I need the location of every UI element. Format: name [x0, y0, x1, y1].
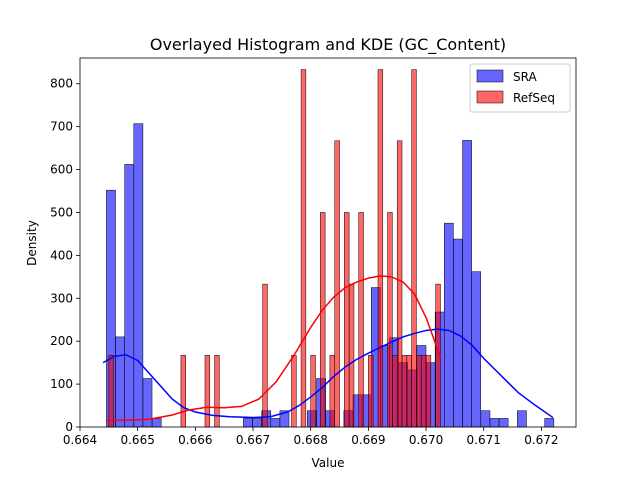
x-tick-label-4: 0.668 [294, 433, 328, 447]
sra-bar-3 [133, 123, 144, 428]
refseq-bar-10 [334, 140, 340, 428]
chart-title: Overlayed Histogram and KDE (GC_Content) [150, 35, 506, 55]
sra-bar-5 [151, 418, 162, 428]
x-tick-label-7: 0.671 [467, 433, 501, 447]
refseq-bar-23 [421, 355, 427, 428]
refseq-bar-20 [406, 355, 412, 428]
y-tick-label-8: 800 [50, 77, 73, 91]
sra-bar-1 [115, 336, 125, 428]
refseq-bar-11 [344, 212, 350, 428]
refseq-bar-4 [262, 283, 268, 428]
refseq-bar-0 [108, 355, 114, 428]
y-tick-label-3: 300 [50, 291, 73, 305]
sra-bar-25 [444, 222, 454, 428]
sra-bar-2 [124, 164, 135, 428]
refseq-bar-17 [392, 355, 398, 428]
sra-bar-29 [480, 410, 491, 428]
refseq-bar-5 [291, 355, 297, 428]
refseq-bar-22 [416, 355, 422, 428]
refseq-bar-14 [368, 355, 374, 428]
refseq-kde-line [105, 275, 442, 422]
x-axis: 0.664 0.665 0.666 0.667 0.668 0.669 0.670 0.671… [63, 427, 559, 447]
refseq-bar-13 [358, 212, 364, 428]
refseq-bar-2 [204, 355, 211, 428]
y-tick-label-2: 200 [50, 334, 73, 348]
x-tick-label-2: 0.666 [178, 433, 212, 447]
sra-bar-6 [243, 418, 253, 428]
refseq-bar-8 [320, 212, 326, 428]
sra-bar-32 [517, 410, 527, 428]
legend-swatch-sra [476, 69, 504, 83]
y-tick-label-6: 600 [50, 163, 73, 177]
x-axis-label: Value [312, 456, 345, 470]
refseq-bar-12 [348, 283, 355, 428]
x-tick-label-1: 0.665 [120, 433, 154, 447]
refseq-bar-24 [425, 355, 432, 428]
refseq-bar-1 [180, 355, 186, 428]
legend-label-sra: SRA [513, 70, 537, 84]
y-tick-label-5: 500 [50, 205, 73, 219]
sra-bar-9 [270, 418, 281, 428]
sra-bar-31 [498, 418, 509, 428]
refseq-bar-18 [396, 140, 403, 428]
refseq-bar-16 [387, 212, 393, 428]
legend-swatch-refseq [476, 90, 504, 104]
x-tick-label-5: 0.669 [351, 433, 385, 447]
x-tick-label-0: 0.664 [63, 433, 97, 447]
refseq-bar-19 [401, 355, 408, 428]
sra-bar-33 [544, 418, 555, 428]
legend: SRA RefSeq [469, 63, 571, 113]
sra-bar-7 [252, 418, 262, 428]
x-tick-label-3: 0.667 [236, 433, 270, 447]
refseq-bar-7 [310, 355, 316, 428]
y-tick-label-4: 400 [50, 248, 73, 262]
refseq-bar-9 [329, 355, 335, 428]
sra-bar-27 [462, 140, 472, 428]
refseq-bar-21 [411, 69, 417, 428]
plot-frame [79, 57, 577, 428]
refseq-bar-6 [300, 69, 307, 428]
legend-label-refseq: RefSeq [513, 91, 555, 105]
y-axis: 0 100 200 300 400 500 600 700 800 [50, 77, 80, 434]
y-axis-label: Density [25, 220, 39, 266]
sra-kde-line [102, 328, 554, 419]
refseq-bar-15 [377, 69, 384, 428]
x-tick-label-6: 0.670 [409, 433, 443, 447]
y-tick-label-1: 100 [50, 377, 73, 391]
y-tick-label-0: 0 [65, 420, 73, 434]
y-tick-label-7: 700 [50, 120, 73, 134]
x-tick-label-8: 0.672 [524, 433, 558, 447]
sra-bar-30 [489, 418, 500, 428]
